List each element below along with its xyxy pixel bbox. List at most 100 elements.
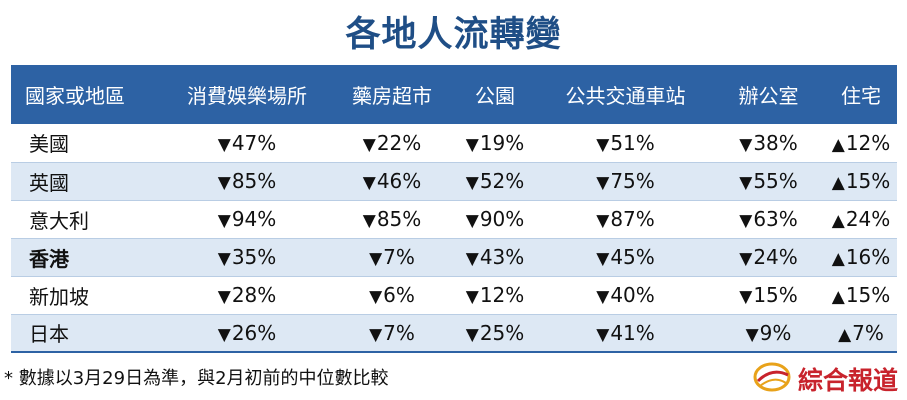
cell-value: 90% [479,207,525,231]
cell-value: 15% [845,283,891,307]
table-cell: ▼6% [333,276,451,315]
table-cell: ▼75% [539,162,712,201]
down-arrow-icon: ▼ [217,249,231,269]
down-arrow-icon: ▼ [596,173,610,193]
row-label: 英國 [11,162,161,201]
down-arrow-icon: ▼ [217,211,231,231]
cell-value: 52% [479,169,525,193]
table-cell: ▼45% [539,238,712,277]
up-arrow-icon: ▲ [831,211,845,231]
down-arrow-icon: ▼ [596,249,610,269]
row-label: 日本 [11,314,161,353]
up-arrow-icon: ▲ [831,249,845,269]
column-header: 藥房超市 [352,84,432,108]
cell-value: 6% [383,283,415,307]
cell-value: 63% [753,207,798,231]
table-cell: ▼87% [539,200,712,239]
cell-value: 15% [845,169,891,193]
cell-value: 35% [231,245,277,269]
cell-value: 47% [231,130,277,155]
table-cell: ▲15% [825,162,897,201]
cell-value: 7% [383,245,415,269]
cell-value: 24% [753,245,798,269]
table-cell: ▼35% [161,238,333,277]
table-cell: ▼25% [451,314,539,353]
row-label: 意大利 [11,200,161,239]
table-body: 美國 ▼47% ▼22% ▼19% ▼51% ▼38% ▲12% 英國 ▼85% ▼46% ▼52%… [11,124,897,353]
header-row: 國家或地區 消費娛樂場所 藥房超市 公園 公共交通車站 辦公室 住宅 [11,65,897,124]
cell-value: 75% [610,169,655,193]
cell-value: 22% [376,130,422,155]
down-arrow-icon: ▼ [369,249,383,269]
column-header: 公園 [475,84,515,108]
up-arrow-icon: ▲ [838,324,852,345]
table-row: 美國 ▼47% ▼22% ▼19% ▼51% ▼38% ▲12% [11,124,897,163]
table-cell: ▼12% [451,276,539,315]
table-cell: ▼38% [712,124,825,163]
table-cell: ▼85% [333,200,451,239]
down-arrow-icon: ▼ [217,173,231,193]
down-arrow-icon: ▼ [739,134,753,155]
cell-value: 24% [845,207,891,231]
down-arrow-icon: ▼ [739,211,753,231]
down-arrow-icon: ▼ [739,173,753,193]
down-arrow-icon: ▼ [362,134,376,155]
down-arrow-icon: ▼ [596,211,610,231]
down-arrow-icon: ▼ [362,173,376,193]
table-cell: ▼7% [333,314,451,353]
down-arrow-icon: ▼ [596,324,610,345]
table-row: 日本 ▼26% ▼7% ▼25% ▼41% ▼9% ▲7% [11,314,897,353]
up-arrow-icon: ▲ [831,287,845,307]
down-arrow-icon: ▼ [465,249,479,269]
table-cell: ▼22% [333,124,451,163]
cell-value: 12% [479,283,525,307]
column-header: 公共交通車站 [565,84,686,108]
row-label: 香港 [11,238,161,277]
table-cell: ▼85% [161,162,333,201]
cell-value: 28% [231,283,277,307]
down-arrow-icon: ▼ [596,134,610,155]
globe-logo-icon [753,362,791,392]
cell-value: 51% [610,130,655,155]
row-label: 新加坡 [11,276,161,315]
down-arrow-icon: ▼ [465,173,479,193]
table-cell: ▼41% [539,314,712,353]
row-label: 美國 [11,124,161,163]
cell-value: 25% [479,320,525,345]
cell-value: 41% [610,320,655,345]
down-arrow-icon: ▼ [369,287,383,307]
down-arrow-icon: ▼ [596,287,610,307]
up-arrow-icon: ▲ [831,173,845,193]
chart-title: 各地人流轉變 [345,14,562,55]
table-cell: ▼19% [451,124,539,163]
cell-value: 38% [753,130,798,155]
cell-value: 55% [753,169,798,193]
table-cell: ▲15% [825,276,897,315]
table-cell: ▼24% [712,238,825,277]
logo-text: 綜合報道 [798,366,899,395]
down-arrow-icon: ▼ [465,134,479,155]
table-cell: ▼7% [333,238,451,277]
down-arrow-icon: ▼ [465,287,479,307]
down-arrow-icon: ▼ [465,211,479,231]
column-header: 國家或地區 [25,84,125,108]
cell-value: 46% [376,169,422,193]
cell-value: 40% [610,283,655,307]
down-arrow-icon: ▼ [739,287,753,307]
table-row: 香港 ▼35% ▼7% ▼43% ▼45% ▼24% ▲16% [11,238,897,277]
table-cell: ▼55% [712,162,825,201]
table-cell: ▼26% [161,314,333,353]
table-cell: ▲16% [825,238,897,277]
table-cell: ▼90% [451,200,539,239]
down-arrow-icon: ▼ [739,249,753,269]
table-cell: ▼52% [451,162,539,201]
footnote: * 數據以3月29日為準，與2月初前的中位數比較 [4,368,389,389]
column-header: 辦公室 [738,84,799,108]
cell-value: 85% [231,169,277,193]
table-cell: ▼51% [539,124,712,163]
cell-value: 19% [479,130,525,155]
data-table: 國家或地區 消費娛樂場所 藥房超市 公園 公共交通車站 辦公室 住宅 美國 ▼47… [11,65,897,353]
table-cell: ▼63% [712,200,825,239]
column-header: 消費娛樂場所 [187,84,307,108]
table-cell: ▼15% [712,276,825,315]
